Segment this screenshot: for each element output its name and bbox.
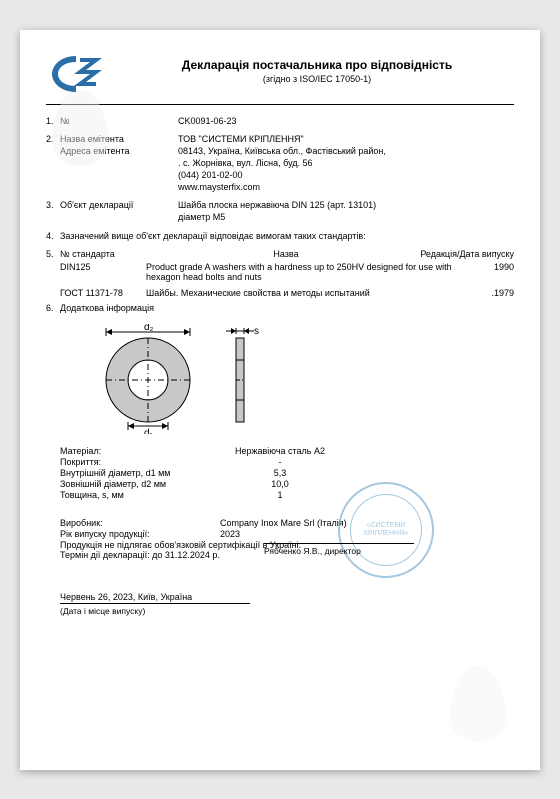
spec-row: Товщина, s, мм1 (60, 490, 514, 500)
divider (46, 104, 514, 105)
s-label: s (254, 326, 259, 337)
washer-diagram: d₂ d₁ s (86, 324, 514, 436)
spec-row: Внутрішній діаметр, d1 мм5,3 (60, 468, 514, 478)
std-year: 1990 (454, 262, 514, 282)
row-number: 1. № CK0091-06-23 (46, 115, 514, 127)
header: Декларація постачальника про відповідніс… (46, 52, 514, 96)
issue-date-block: Червень 26, 2023, Київ, Україна (Дата і … (60, 592, 514, 616)
row-statement: 4. Зазначений вище об'єкт декларації від… (46, 230, 514, 242)
label-standard-no: № стандарта (60, 248, 178, 260)
issue-date: Червень 26, 2023, Київ, Україна (60, 592, 250, 604)
issuer-name: ТОВ "СИСТЕМИ КРІПЛЕННЯ" (178, 133, 514, 145)
issuer-addr2: . с. Жорнівка, вул. Лісна, буд. 56 (178, 157, 514, 169)
std-year: .1979 (454, 288, 514, 298)
standard-row: DIN125 Product grade A washers with a ha… (60, 262, 514, 282)
d2-label: d₂ (144, 324, 154, 333)
specs-table: Матеріал:Нержавіюча сталь A2 Покриття:- … (60, 446, 514, 500)
label-extra-info: Додаткова інформація (60, 302, 514, 314)
standard-row: ГОСТ 11371-78 Шайбы. Механические свойст… (60, 288, 514, 298)
spec-row: Покриття:- (60, 457, 514, 467)
row-standards-label: 5. № стандарта Назва Редакція/Дата випус… (46, 248, 514, 260)
stamp-text: «СИСТЕМИ КРІПЛЕННЯ» (366, 510, 406, 550)
issuer-web: www.maysterfix.com (178, 181, 514, 193)
stamp-icon: «СИСТЕМИ КРІПЛЕННЯ» (338, 482, 434, 578)
label-object: Об'єкт декларації (60, 199, 178, 223)
maker-label: Виробник: (60, 518, 220, 528)
company-logo (46, 52, 102, 96)
signatory-name: Рябченко Я.В., директор (264, 546, 361, 556)
std-id: ГОСТ 11371-78 (60, 288, 146, 298)
issuer-phone: (044) 201-02-00 (178, 169, 514, 181)
signature-area: «СИСТЕМИ КРІПЛЕННЯ» Рябченко Я.В., дирек… (304, 486, 434, 576)
row-extra: 6. Додаткова інформація (46, 302, 514, 314)
spec-row: Матеріал:Нержавіюча сталь A2 (60, 446, 514, 456)
document-page: Декларація постачальника про відповідніс… (20, 30, 540, 770)
doc-title: Декларація постачальника про відповідніс… (120, 58, 514, 72)
std-name: Шайбы. Механические свойства и методы ис… (146, 288, 454, 298)
footer: Виробник:Company Inox Mare Srl (Італія) … (60, 518, 514, 616)
doc-subtitle: (згідно з ISO/IEC 17050-1) (120, 74, 514, 84)
value-number: CK0091-06-23 (178, 115, 514, 127)
d1-label: d₁ (144, 428, 154, 434)
year-label: Рік випуску продукції: (60, 529, 220, 539)
std-head-year: Редакція/Дата випуску (394, 248, 514, 260)
object-line2: діаметр M5 (178, 211, 514, 223)
issue-date-caption: (Дата і місце випуску) (60, 606, 514, 616)
standards-table: DIN125 Product grade A washers with a ha… (60, 262, 514, 298)
std-head-name: Назва (178, 248, 394, 260)
std-name: Product grade A washers with a hardness … (146, 262, 454, 282)
compliance-statement: Зазначений вище об'єкт декларації відпов… (60, 230, 514, 242)
signature-line (264, 543, 414, 544)
row-issuer: 2. Назва емітента Адреса емітента ТОВ "С… (46, 133, 514, 194)
object-line1: Шайба плоска нержавіюча DIN 125 (арт. 13… (178, 199, 514, 211)
row-object: 3. Об'єкт декларації Шайба плоска нержав… (46, 199, 514, 223)
watermark-top (52, 90, 108, 166)
spec-row: Зовнішній діаметр, d2 мм10,0 (60, 479, 514, 489)
issuer-addr1: 08143, Україна, Київська обл., Фастівськ… (178, 145, 514, 157)
watermark-bottom (450, 666, 506, 742)
std-id: DIN125 (60, 262, 146, 282)
